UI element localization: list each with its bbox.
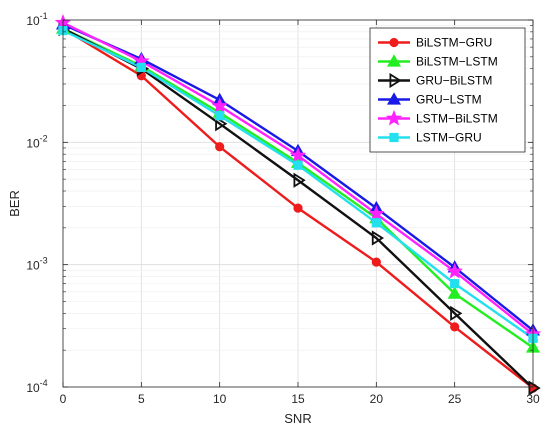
legend-swatch-marker	[389, 37, 399, 48]
series-4-point	[211, 97, 228, 114]
series-2-point	[293, 172, 306, 188]
legend-entry-label: LSTM−GRU	[416, 131, 482, 145]
legend-swatch-marker	[389, 132, 399, 143]
series-4-point	[446, 262, 463, 279]
x-tick-label: 15	[291, 392, 305, 406]
legend: BiLSTM−GRU BiLSTM−LSTM GRU−BiLSTM GRU−LSTM L…	[369, 27, 526, 153]
series-0-point	[371, 257, 381, 267]
x-axis-label: SNR	[284, 411, 311, 426]
series-2-point	[528, 380, 541, 396]
series-5-point	[136, 62, 146, 72]
y-tick-label: 10-2	[26, 133, 47, 150]
x-tick-label: 10	[213, 392, 227, 406]
x-tick-label: 25	[448, 392, 462, 406]
x-tick-label: 30	[526, 392, 540, 406]
legend-box	[369, 27, 526, 153]
series-5-point	[450, 279, 460, 289]
series-2-point	[215, 116, 228, 132]
legend-swatch-marker	[386, 54, 402, 67]
series-5-point	[293, 160, 303, 170]
y-tick-labels: 10-4 10-3 10-2 10-1	[26, 11, 47, 395]
series-5-point	[215, 111, 225, 121]
series-0-point	[450, 322, 460, 332]
series-0-point	[293, 203, 303, 213]
series-5-point	[371, 218, 381, 228]
x-tick-label: 20	[370, 392, 384, 406]
legend-swatch-marker	[386, 92, 402, 105]
legend-entry-label: LSTM−BiLSTM	[416, 112, 498, 126]
x-tick-label: 5	[138, 392, 145, 406]
series-4-point	[289, 146, 307, 163]
x-tick-labels: 0 5 10 15 20 25 30	[60, 392, 540, 406]
legend-entry-label: GRU−BiLSTM	[416, 74, 492, 88]
legend-swatch-marker	[385, 109, 403, 126]
y-tick-label: 10-1	[26, 11, 47, 28]
axis-ticks	[62, 19, 534, 388]
series-1-point	[447, 286, 462, 299]
legend-entry-label: BiLSTM−LSTM	[416, 55, 498, 69]
legend-swatch-marker	[389, 72, 402, 89]
y-axis-label: BER	[7, 190, 22, 217]
legend-entry-label: GRU−LSTM	[416, 93, 482, 107]
y-tick-label: 10-3	[26, 256, 47, 273]
series-2-point	[450, 305, 463, 321]
x-tick-label: 0	[60, 392, 67, 406]
y-tick-label: 10-4	[26, 378, 47, 395]
series-0-point	[215, 142, 225, 152]
series-4-point	[368, 205, 385, 221]
legend-entry-label: BiLSTM−GRU	[416, 36, 492, 50]
series-2-point	[371, 230, 385, 246]
